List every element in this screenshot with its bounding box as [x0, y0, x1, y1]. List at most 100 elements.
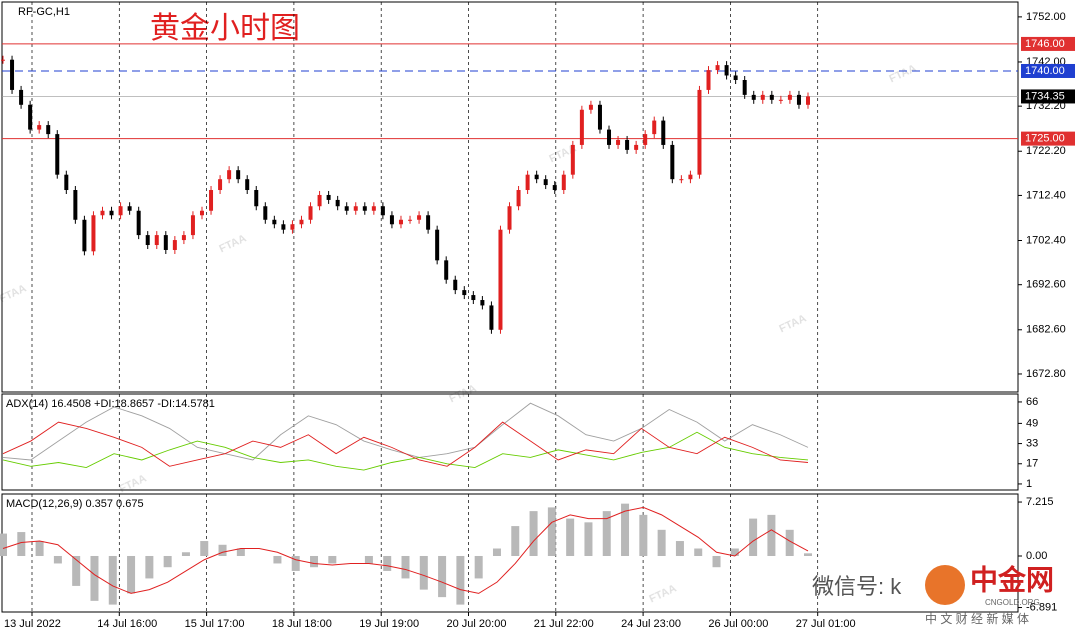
adx-panel	[1, 393, 1019, 491]
candle	[308, 206, 313, 220]
candle	[118, 206, 123, 216]
candle	[236, 170, 241, 180]
symbol: RF-GC,H1	[18, 6, 70, 18]
level-tag	[1021, 36, 1075, 51]
wechat: 微信号: k	[812, 574, 902, 599]
macd-bar	[804, 553, 812, 556]
candle	[597, 104, 602, 130]
macd-bar	[273, 555, 282, 564]
y-tick-label: 17	[1026, 458, 1038, 470]
y-tick-label: 1702.40	[1026, 234, 1066, 246]
candle	[55, 134, 60, 175]
candle	[82, 219, 87, 252]
x-tick-label: 18 Jul 18:00	[272, 618, 332, 630]
candle	[552, 185, 557, 191]
macd-bar	[529, 511, 538, 556]
macd-bar	[675, 541, 684, 556]
signal-line	[2, 506, 809, 594]
candle	[751, 94, 756, 100]
macd-bar	[767, 514, 776, 556]
indicator-line	[2, 421, 809, 467]
candle	[353, 206, 358, 211]
macd-bar	[785, 529, 794, 556]
chart-title: 黄金小时图	[150, 11, 300, 46]
macd-bar	[236, 548, 245, 556]
candle	[525, 174, 530, 191]
adx-title: ADX(14) 16.4508 +DI:18.8657 -DI:14.5781	[6, 398, 215, 410]
macd-bar	[602, 511, 611, 556]
macd-bar	[35, 541, 44, 556]
macd-bar	[364, 555, 373, 564]
logo-icon	[925, 565, 965, 605]
y-tick-label: 1692.60	[1026, 279, 1066, 291]
watermark: FTAA	[117, 472, 148, 495]
macd-bar	[328, 555, 337, 564]
macd-bar	[657, 529, 666, 556]
x-tick-label: 26 Jul 00:00	[708, 618, 768, 630]
macd-bar	[492, 548, 501, 556]
candle	[471, 295, 476, 301]
y-tick-label: 1752.00	[1026, 11, 1066, 23]
candle	[462, 290, 467, 296]
y-tick-label: 66	[1026, 396, 1038, 408]
candle	[172, 240, 177, 250]
macd-bar	[218, 544, 227, 556]
candle	[73, 190, 78, 220]
y-tick-label: -6.891	[1026, 601, 1057, 613]
candle	[46, 125, 51, 135]
macd-bar	[566, 518, 575, 556]
candle	[371, 206, 376, 211]
macd-bar	[419, 555, 428, 590]
candle	[444, 260, 449, 280]
candle	[290, 224, 295, 230]
candle	[570, 144, 575, 175]
candle	[787, 94, 792, 100]
candle	[616, 139, 621, 145]
y-tick-label: 1672.80	[1026, 368, 1066, 380]
candle	[489, 305, 494, 330]
tagline: 中 文 财 经 新 媒 体	[925, 611, 1029, 626]
x-tick-label: 27 Jul 01:00	[796, 618, 856, 630]
candle	[697, 89, 702, 175]
candle	[299, 219, 304, 225]
y-tick-label: 1722.20	[1026, 145, 1066, 157]
candle	[806, 96, 810, 105]
candle	[561, 174, 566, 191]
macd-bar	[145, 555, 154, 579]
candle	[263, 206, 268, 220]
candle	[227, 170, 232, 180]
candle	[245, 179, 250, 191]
candle	[344, 206, 349, 211]
watermark: FTAA	[887, 62, 918, 85]
candle	[190, 215, 195, 236]
candle	[579, 109, 584, 145]
candle	[480, 300, 485, 306]
candle	[706, 70, 711, 90]
candle	[218, 179, 223, 191]
candle	[543, 179, 548, 186]
y-tick-label: 1	[1026, 478, 1032, 490]
level-tag	[1021, 89, 1075, 104]
x-tick-label: 13 Jul 2022	[4, 618, 61, 630]
candle	[760, 94, 765, 100]
logo-sub: CNGOLD.ORG	[985, 598, 1040, 607]
candle	[652, 120, 657, 135]
candle	[335, 199, 340, 207]
candle	[181, 235, 186, 241]
candle	[516, 190, 521, 207]
candle	[796, 94, 801, 105]
candle	[408, 219, 413, 221]
x-tick-label: 14 Jul 16:00	[97, 618, 157, 630]
candle	[715, 65, 720, 71]
candle	[19, 89, 24, 105]
candle	[380, 206, 385, 216]
macd-bar	[401, 555, 410, 579]
candle	[688, 174, 693, 180]
logo: 中金网	[970, 563, 1054, 595]
candle	[588, 104, 593, 110]
candle	[199, 210, 204, 216]
main-panel	[1, 1, 1019, 393]
candle	[100, 210, 105, 216]
macd-bar	[17, 532, 26, 556]
candle	[254, 190, 259, 207]
